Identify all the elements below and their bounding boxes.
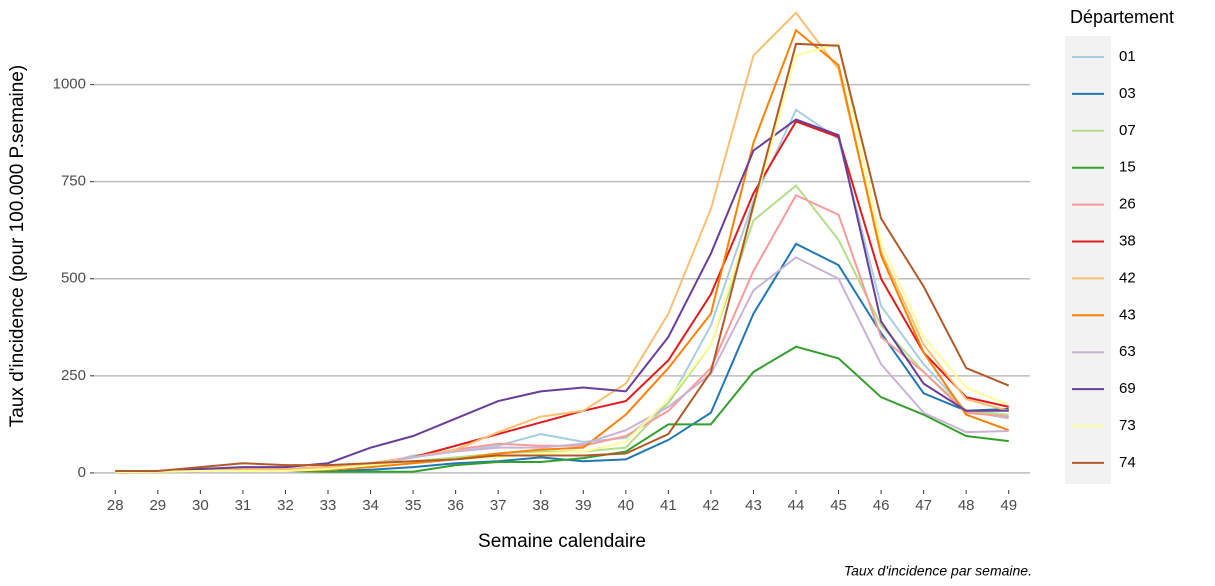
y-tick-label: 0 [78, 464, 86, 481]
x-tick-label: 41 [660, 497, 677, 514]
series-line [115, 118, 1009, 472]
legend-label: 73 [1119, 417, 1136, 434]
x-tick-label: 39 [575, 497, 592, 514]
legend-title: Département [1070, 7, 1174, 27]
x-tick-label: 34 [362, 497, 379, 514]
x-tick-label: 44 [788, 497, 805, 514]
series-line [115, 42, 1010, 474]
y-axis-title: Taux d'incidence (pour 100.000 P.semaine… [7, 65, 28, 427]
y-tick-label: 250 [61, 367, 86, 384]
legend-label: 69 [1119, 380, 1136, 397]
legend-label: 26 [1119, 196, 1136, 213]
series-line [115, 193, 1009, 474]
legend-label: 03 [1119, 85, 1136, 102]
x-tick-label: 32 [277, 497, 294, 514]
x-tick-label: 46 [873, 497, 890, 514]
series-line [115, 11, 1009, 474]
x-tick-label: 49 [1000, 497, 1017, 514]
x-tick-label: 29 [149, 497, 166, 514]
x-axis-title: Semaine calendaire [478, 531, 646, 552]
x-tick-label: 43 [745, 497, 762, 514]
x-tick-label: 37 [490, 497, 507, 514]
x-tick-label: 45 [830, 497, 847, 514]
y-tick-label: 500 [61, 270, 86, 287]
y-tick-label: 1000 [53, 76, 86, 93]
x-tick-label: 42 [703, 497, 720, 514]
x-tick-label: 38 [532, 497, 549, 514]
x-tick-label: 35 [405, 497, 422, 514]
legend-background [1065, 36, 1111, 484]
legend-label: 38 [1119, 232, 1136, 249]
legend-label: 07 [1119, 122, 1136, 139]
legend-label: 42 [1119, 269, 1136, 286]
x-tick-label: 36 [447, 497, 464, 514]
legend-label: 74 [1119, 454, 1136, 471]
legend-label: 01 [1119, 48, 1136, 65]
x-tick-label: 33 [320, 497, 337, 514]
x-tick-label: 40 [617, 497, 634, 514]
legend-label: 63 [1119, 343, 1136, 360]
series-line [115, 28, 1010, 474]
series-line [115, 42, 1010, 472]
legend-label: 15 [1119, 159, 1136, 176]
x-tick-label: 47 [915, 497, 932, 514]
legend-label: 43 [1119, 306, 1136, 323]
x-tick-label: 30 [192, 497, 209, 514]
x-tick-label: 28 [107, 497, 124, 514]
caption: Taux d'incidence par semaine. [844, 563, 1032, 579]
y-tick-label: 750 [61, 173, 86, 190]
x-tick-label: 31 [235, 497, 252, 514]
x-tick-label: 48 [958, 497, 975, 514]
